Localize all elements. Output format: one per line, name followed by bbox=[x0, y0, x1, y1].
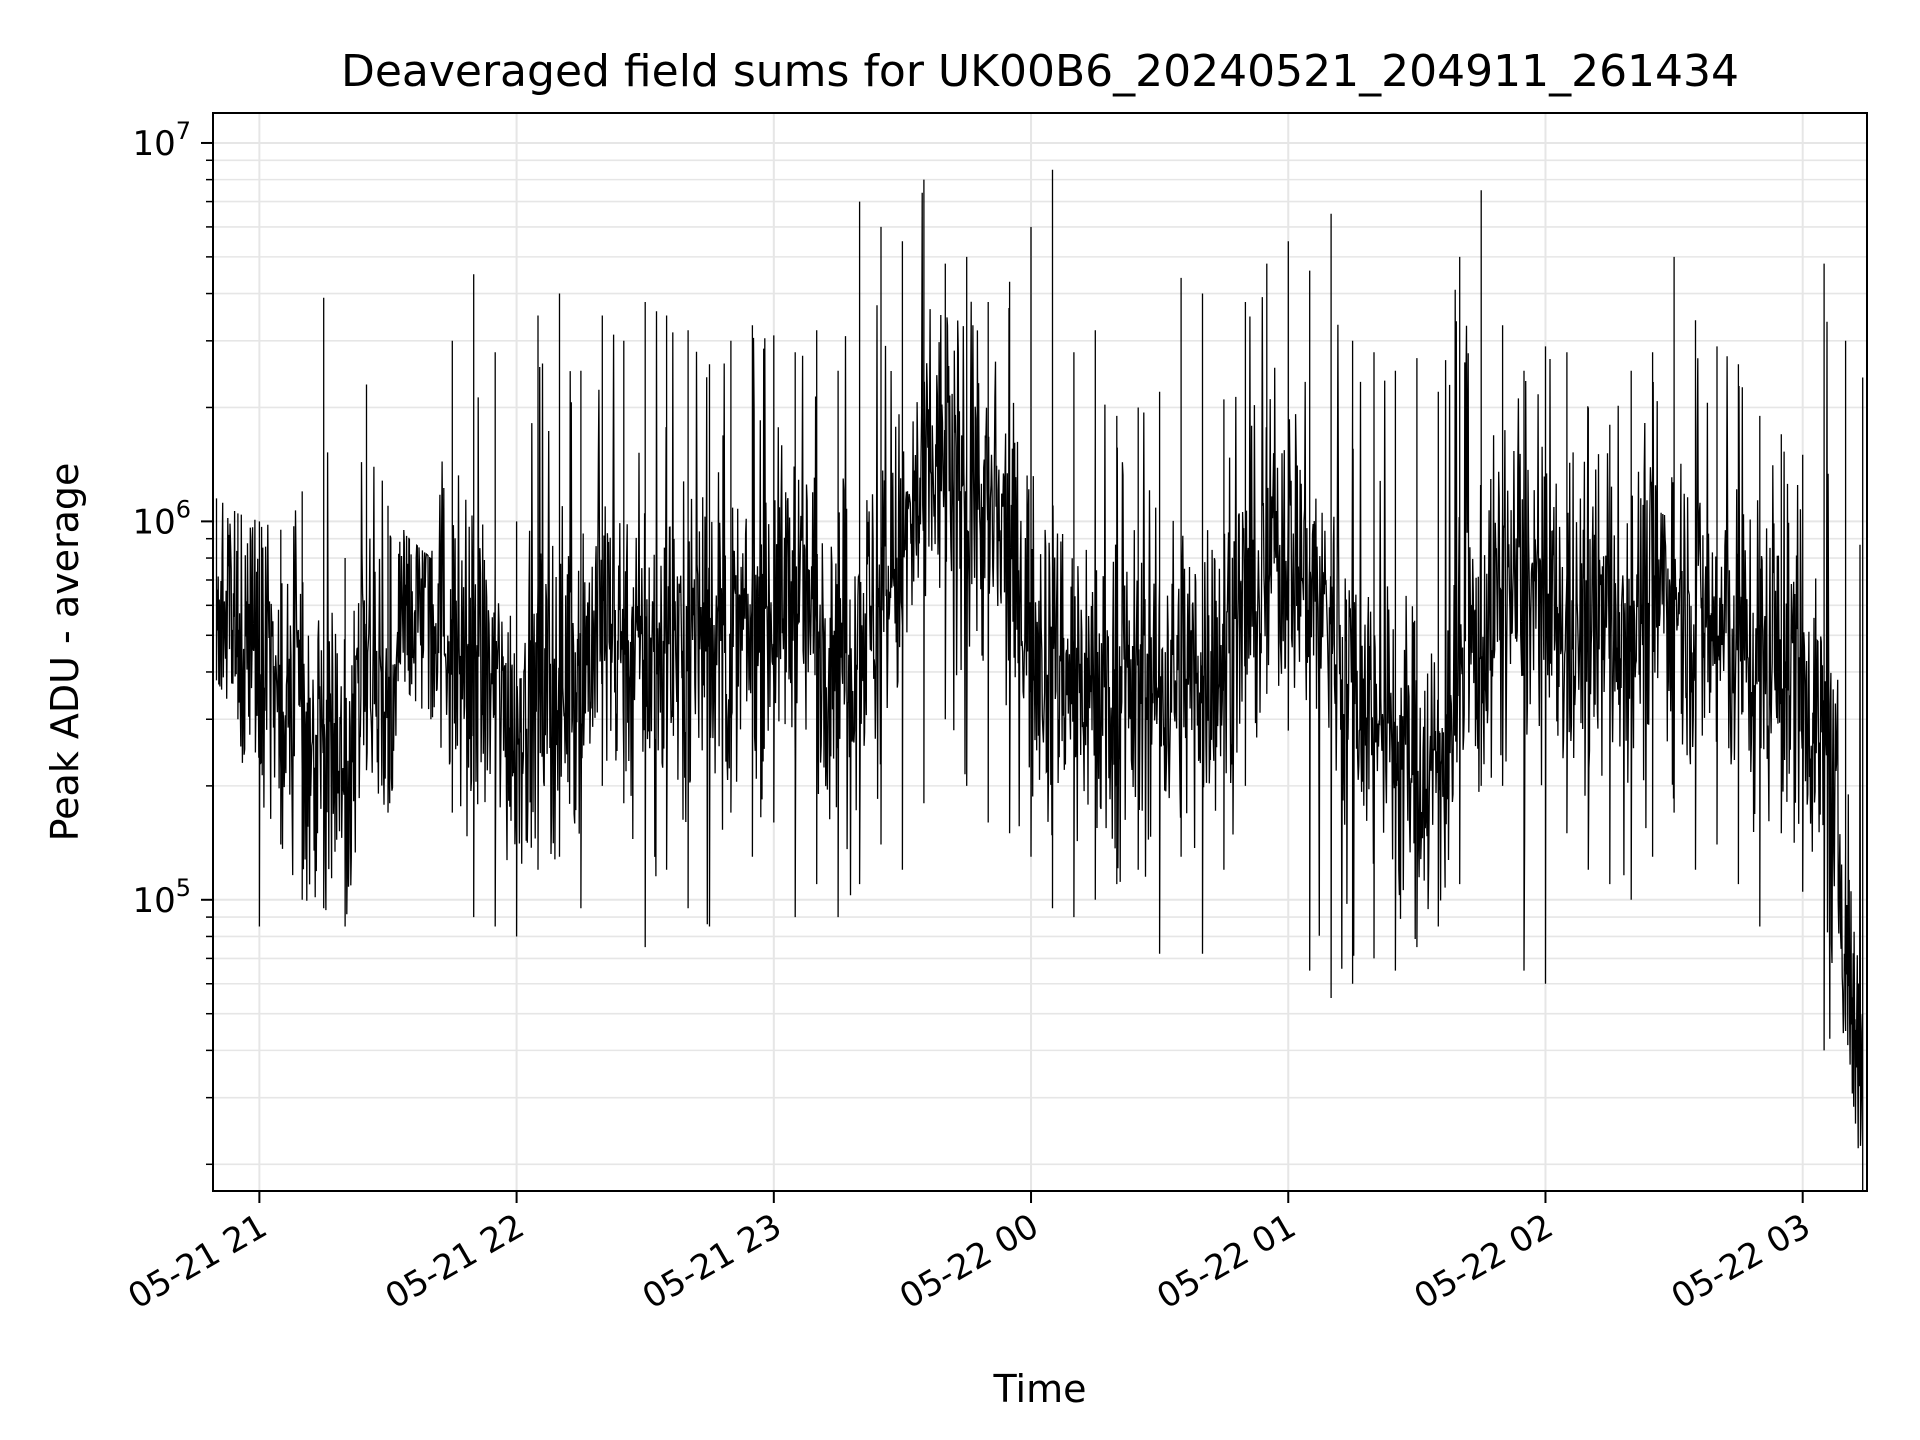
series-line-layer bbox=[215, 169, 1864, 1191]
chart-title: Deaveraged field sums for UK00B6_2024052… bbox=[341, 46, 1739, 97]
y-axis-label: Peak ADU - average bbox=[43, 463, 87, 842]
y-axis-ticks: 105 106 107 bbox=[132, 117, 213, 1166]
x-axis-label: Time bbox=[993, 1367, 1087, 1411]
plot-area-frame bbox=[212, 112, 1868, 1192]
series-line bbox=[215, 169, 1864, 1191]
y-tick-label: 107 bbox=[132, 117, 191, 164]
y-tick-label: 105 bbox=[132, 874, 191, 921]
y-tick-label: 106 bbox=[132, 495, 191, 542]
